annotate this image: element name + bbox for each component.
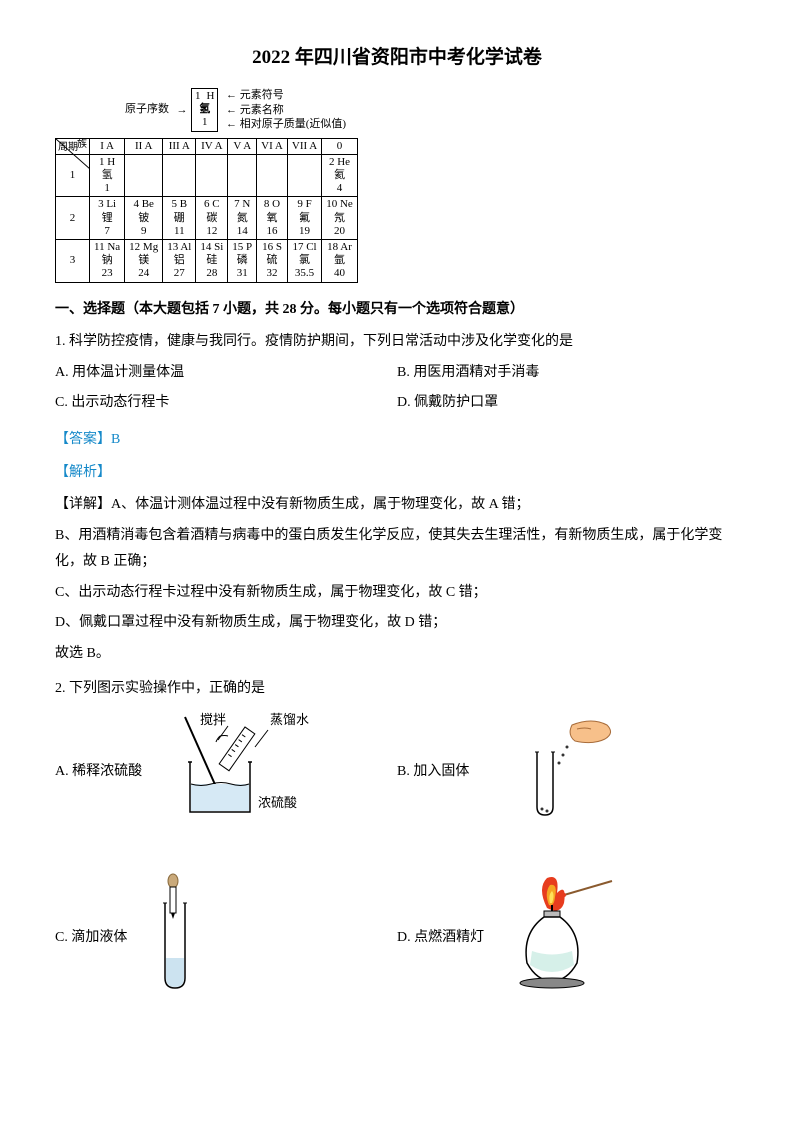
q2-opt-a: A. 稀释浓硫酸 搅拌 蒸馏水 [55,712,397,833]
legend-cell-bot: 1 [195,116,214,129]
q1-opt-d: D. 佩戴防护口罩 [397,390,739,417]
legend-right-labels: ← 元素符号 ← 元素名称 ← 相对原子质量(近似值) [226,88,346,131]
q1-opt-b: B. 用医用酒精对手消毒 [397,360,739,387]
col-header: II A [125,138,163,154]
q2-opt-c: C. 滴加液体 [55,873,397,1004]
table-row: 2 3 Li 锂 7 4 Be 铍 9 5 B 硼 11 6 C 碳 12 7 … [56,197,358,240]
page-title: 2022 年四川省资阳市中考化学试卷 [55,40,739,76]
col-header: VI A [257,138,288,154]
svg-text:浓硫酸: 浓硫酸 [258,795,297,810]
q2-opt-b: B. 加入固体 [397,712,739,833]
q2-options: A. 稀释浓硫酸 搅拌 蒸馏水 [55,712,739,1043]
legend-r3: 相对原子质量(近似值) [240,118,346,130]
col-header: III A [163,138,196,154]
legend-left-label: 原子序数 [125,99,169,120]
legend-cell-tr: H [207,90,215,103]
col-header: V A [228,138,257,154]
q1-stem: 1. 科学防控疫情，健康与我同行。疫情防护期间，下列日常活动中涉及化学变化的是 [55,329,739,356]
col-header: VII A [287,138,321,154]
legend-cell: 1 H 氢 1 [191,88,218,132]
opt-c-label: C. 滴加液体 [55,925,127,952]
q1-analysis: 【解析】 [55,460,739,487]
q1-opt-a: A. 用体温计测量体温 [55,360,397,387]
legend-r1: 元素符号 [240,89,284,101]
section-heading: 一、选择题（本大题包括 7 小题，共 28 分。每小题只有一个选项符合题意） [55,297,739,324]
opt-a-label: A. 稀释浓硫酸 [55,759,142,786]
q1-detail: 故选 B。 [55,641,739,668]
q1-detail: B、用酒精消毒包含着酒精与病毒中的蛋白质发生化学反应，使其失去生理活性，有新物质… [55,523,739,576]
opt-b-label: B. 加入固体 [397,759,469,786]
svg-text:蒸馏水: 蒸馏水 [270,712,309,727]
add-solid-icon [477,717,627,828]
add-liquid-icon [135,873,235,1004]
q1-detail: D、佩戴口罩过程中没有新物质生成，属于物理变化，故 D 错； [55,610,739,637]
legend-cell-tl: 1 [195,90,201,103]
q2-opt-d: D. 点燃酒精灯 [397,873,739,1004]
q1-detail: C、出示动态行程卡过程中没有新物质生成，属于物理变化，故 C 错； [55,580,739,607]
legend-cell-mid: 氢 [195,103,214,116]
opt-d-label: D. 点燃酒精灯 [397,925,484,952]
light-lamp-icon [492,873,632,1004]
col-header: 0 [322,138,358,154]
svg-text:搅拌: 搅拌 [200,712,226,727]
col-header: IV A [196,138,228,154]
table-row: 1 1 H 氢 1 2 He 氦 4 [56,154,358,197]
dilute-acid-icon: 搅拌 蒸馏水 浓硫酸 [150,712,320,833]
q2-stem: 2. 下列图示实验操作中，正确的是 [55,676,739,703]
periodic-table: 族 周期 I A II A III A IV A V A VI A VII A … [55,138,358,283]
q1-opt-c: C. 出示动态行程卡 [55,390,397,417]
legend-r2: 元素名称 [240,104,284,116]
q1-detail: 【详解】A、体温计测体温过程中没有新物质生成，属于物理变化，故 A 错； [55,492,739,519]
corner-cell: 族 周期 [56,138,90,154]
table-row: 3 11 Na 钠 23 12 Mg 镁 24 13 Al 铝 27 14 Si… [56,239,358,282]
col-header: I A [90,138,125,154]
q1-answer: 【答案】B [55,427,739,454]
q1-options: A. 用体温计测量体温 B. 用医用酒精对手消毒 C. 出示动态行程卡 D. 佩… [55,360,739,421]
legend-diagram: 原子序数 → 1 H 氢 1 ← 元素符号 ← 元素名称 ← 相对原子质量(近似… [125,88,739,132]
